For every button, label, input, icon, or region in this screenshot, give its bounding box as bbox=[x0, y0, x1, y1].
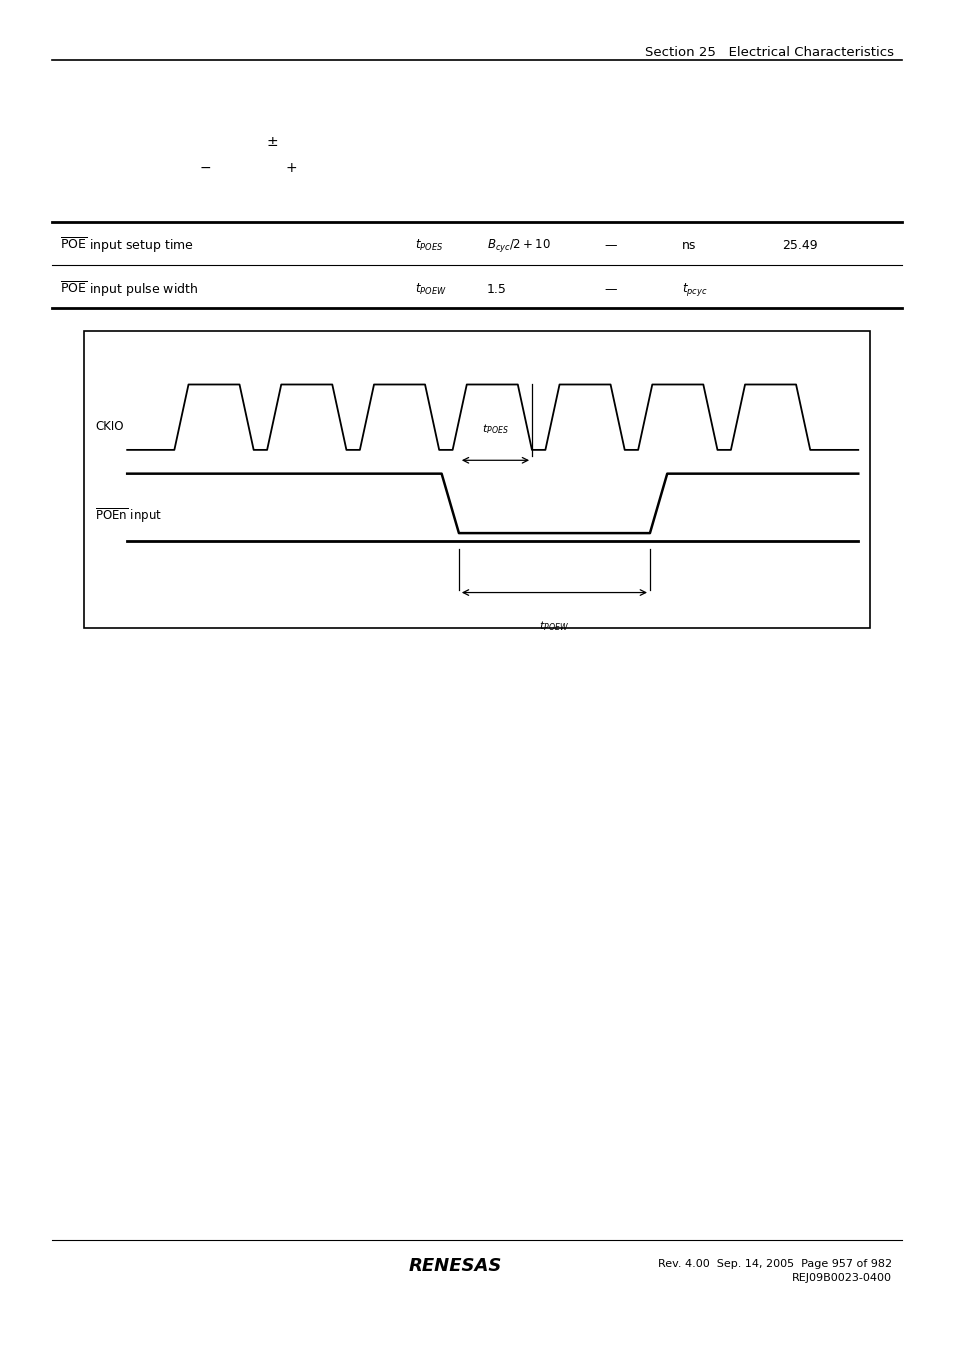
Text: $t_{POEW}$: $t_{POEW}$ bbox=[538, 620, 569, 634]
Text: 1.5: 1.5 bbox=[486, 282, 506, 296]
Text: −: − bbox=[199, 161, 211, 174]
Text: $\overline{\rm POEn}$ input: $\overline{\rm POEn}$ input bbox=[95, 505, 162, 524]
Text: —: — bbox=[603, 282, 617, 296]
Text: $B_{cyc}/2+10$: $B_{cyc}/2+10$ bbox=[486, 238, 550, 254]
Text: RENESAS: RENESAS bbox=[408, 1256, 501, 1275]
Text: +: + bbox=[285, 161, 296, 174]
Text: Rev. 4.00  Sep. 14, 2005  Page 957 of 982: Rev. 4.00 Sep. 14, 2005 Page 957 of 982 bbox=[658, 1259, 891, 1269]
Text: $t_{POES}$: $t_{POES}$ bbox=[415, 238, 443, 254]
Text: $\overline{\rm POE}$ input pulse width: $\overline{\rm POE}$ input pulse width bbox=[60, 280, 198, 299]
Text: $\overline{\rm POE}$ input setup time: $\overline{\rm POE}$ input setup time bbox=[60, 236, 193, 255]
Text: —: — bbox=[603, 239, 617, 253]
Text: REJ09B0023-0400: REJ09B0023-0400 bbox=[791, 1273, 891, 1282]
Text: Section 25   Electrical Characteristics: Section 25 Electrical Characteristics bbox=[644, 46, 893, 58]
Text: $t_{POES}$: $t_{POES}$ bbox=[481, 422, 508, 436]
Text: ns: ns bbox=[681, 239, 696, 253]
Text: 25.49: 25.49 bbox=[781, 239, 817, 253]
Text: CKIO: CKIO bbox=[95, 420, 124, 432]
Bar bbox=[84, 331, 869, 628]
Text: $t_{POEW}$: $t_{POEW}$ bbox=[415, 281, 446, 297]
Text: $t_{pcyc}$: $t_{pcyc}$ bbox=[681, 281, 707, 297]
Text: ±: ± bbox=[266, 135, 277, 149]
